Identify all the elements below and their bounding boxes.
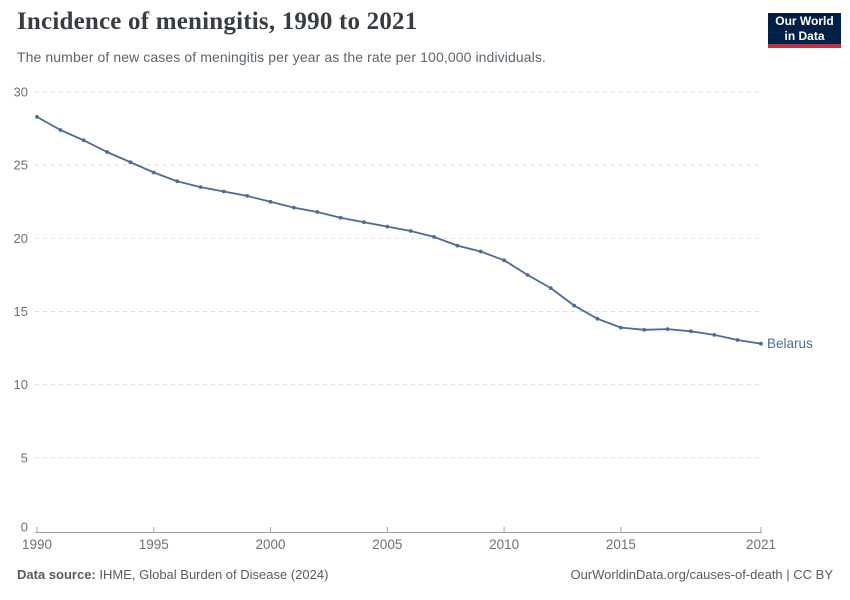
data-point[interactable] xyxy=(408,229,413,233)
x-axis-tick-label: 1995 xyxy=(139,537,169,552)
y-axis-tick-label: 10 xyxy=(14,377,28,392)
data-point[interactable] xyxy=(198,185,203,190)
chart-subtitle: The number of new cases of meningitis pe… xyxy=(17,49,546,65)
data-point[interactable] xyxy=(268,199,273,204)
x-axis-tick-label: 1990 xyxy=(22,537,52,552)
owid-logo-line2: in Data xyxy=(784,28,825,43)
chart-title: Incidence of meningitis, 1990 to 2021 xyxy=(17,8,418,35)
y-axis-tick-label: 30 xyxy=(14,85,28,100)
data-point[interactable] xyxy=(548,286,553,290)
y-axis-tick-label: 15 xyxy=(14,304,28,319)
series-label[interactable]: Belarus xyxy=(767,336,813,351)
data-point[interactable] xyxy=(385,224,390,229)
data-point[interactable] xyxy=(151,170,156,175)
owid-logo[interactable]: Our World in Data xyxy=(768,13,841,48)
data-point[interactable] xyxy=(221,189,226,194)
belarus-line[interactable] xyxy=(36,116,762,345)
data-source-text: IHME, Global Burden of Disease (2024) xyxy=(95,567,329,582)
data-point[interactable] xyxy=(572,303,577,308)
data-point[interactable] xyxy=(35,115,39,119)
data-point[interactable] xyxy=(665,327,670,331)
data-point[interactable] xyxy=(292,205,296,210)
data-point[interactable] xyxy=(432,235,436,239)
data-point[interactable] xyxy=(735,338,740,342)
data-point[interactable] xyxy=(105,150,109,154)
data-point[interactable] xyxy=(58,128,63,132)
data-point[interactable] xyxy=(81,138,86,143)
data-point[interactable] xyxy=(525,273,530,277)
data-point[interactable] xyxy=(502,258,506,263)
data-point[interactable] xyxy=(245,194,250,198)
x-axis-tick-label: 2010 xyxy=(489,537,519,552)
data-point[interactable] xyxy=(175,179,180,184)
data-source-note: Data source: IHME, Global Burden of Dise… xyxy=(17,567,328,582)
y-axis-tick-label: 5 xyxy=(21,450,28,465)
data-point[interactable] xyxy=(478,249,483,254)
credit-link[interactable]: OurWorldinData.org/causes-of-death | CC … xyxy=(570,567,833,582)
data-point[interactable] xyxy=(338,215,343,220)
x-axis-tick-label: 2005 xyxy=(372,537,402,552)
chart-footer: Data source: IHME, Global Burden of Dise… xyxy=(17,567,833,582)
data-point[interactable] xyxy=(362,220,366,225)
data-point[interactable] xyxy=(455,243,460,248)
x-axis-tick-label: 2000 xyxy=(256,537,286,552)
x-axis-tick-label: 2021 xyxy=(746,537,776,552)
data-point[interactable] xyxy=(128,160,133,165)
data-point[interactable] xyxy=(619,325,623,330)
data-point[interactable] xyxy=(759,341,763,346)
data-point[interactable] xyxy=(315,210,320,214)
data-point[interactable] xyxy=(712,333,717,337)
data-point[interactable] xyxy=(689,329,693,334)
y-axis-tick-label: 25 xyxy=(14,158,28,173)
y-axis-tick-label: 20 xyxy=(14,231,28,246)
data-point[interactable] xyxy=(642,327,647,332)
data-source-label: Data source: xyxy=(17,567,96,582)
data-point[interactable] xyxy=(595,316,600,321)
owid-logo-line1: Our World xyxy=(775,14,834,29)
x-axis-tick-label: 2015 xyxy=(606,537,636,552)
y-axis-tick-label: 0 xyxy=(21,520,28,535)
